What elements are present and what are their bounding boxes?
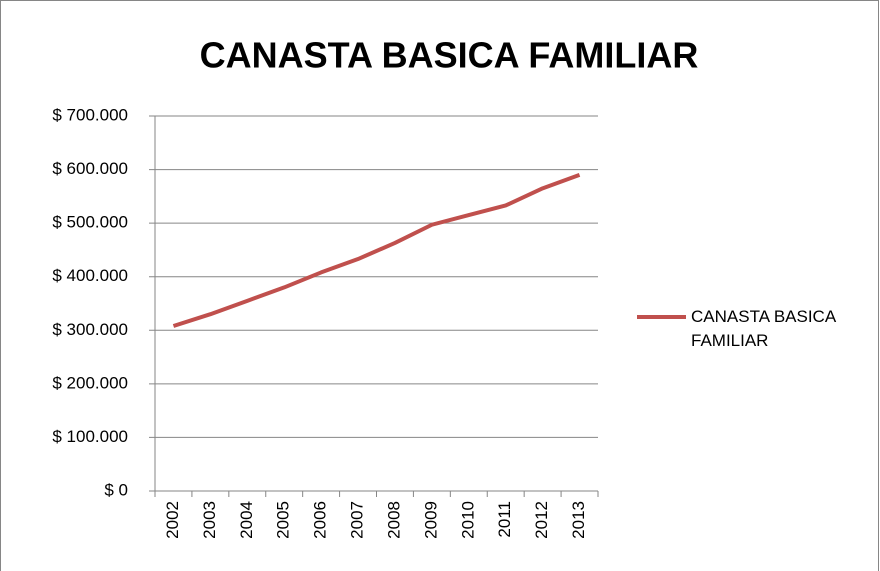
x-tick-label: 2004: [237, 501, 256, 539]
x-tick-label: 2013: [569, 501, 588, 539]
y-tick-label: $ 200.000: [52, 373, 128, 392]
y-tick-label: $ 100.000: [52, 427, 128, 446]
y-tick-label: $ 400.000: [52, 266, 128, 285]
x-tick-label: 2012: [532, 501, 551, 539]
x-tick-label: 2006: [311, 501, 330, 539]
y-tick-label: $ 0: [104, 480, 128, 499]
y-tick-label: $ 300.000: [52, 320, 128, 339]
x-tick-label: 2008: [384, 501, 403, 539]
x-tick-label: 2005: [274, 501, 293, 539]
x-tick-label: 2002: [163, 501, 182, 539]
x-tick-label: 2009: [421, 501, 440, 539]
x-tick-label: 2010: [458, 501, 477, 539]
legend-label: CANASTA BASICA FAMILIAR: [691, 307, 836, 350]
chart-title: CANASTA BASICA FAMILIAR: [200, 35, 699, 76]
line-series: [172, 173, 581, 328]
y-tick-label: $ 500.000: [52, 213, 128, 232]
x-tick-label: 2003: [200, 501, 219, 539]
x-tick-label: 2007: [348, 501, 367, 539]
y-tick-label: $ 600.000: [52, 159, 128, 178]
x-tick-label: 2011: [495, 501, 514, 538]
y-tick-label: $ 700.000: [52, 105, 128, 124]
